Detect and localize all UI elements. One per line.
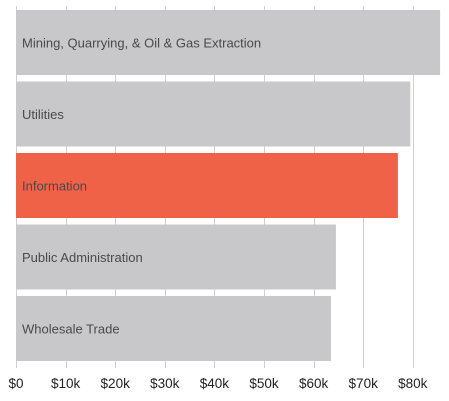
x-tick-label-1: $10k — [51, 376, 81, 391]
x-tick-label-5: $50k — [249, 376, 279, 391]
x-axis-ticks: $0 $10k $20k $30k $40k $50k $60k $70k $80k — [8, 376, 427, 391]
bar-label-2: Information — [22, 179, 87, 194]
x-tick-label-7: $70k — [349, 376, 379, 391]
x-tick-label-8: $80k — [398, 376, 428, 391]
x-tick-label-6: $60k — [299, 376, 329, 391]
bar-label-0: Mining, Quarrying, & Oil & Gas Extractio… — [22, 36, 261, 51]
x-tick-label-2: $20k — [101, 376, 131, 391]
bar-label-3: Public Administration — [22, 250, 143, 265]
bar-1 — [16, 82, 410, 147]
bar-label-4: Wholesale Trade — [22, 322, 120, 337]
x-tick-label-4: $40k — [200, 376, 230, 391]
x-tick-label-0: $0 — [8, 376, 23, 391]
bar-label-1: Utilities — [22, 107, 64, 122]
x-tick-label-3: $30k — [150, 376, 180, 391]
